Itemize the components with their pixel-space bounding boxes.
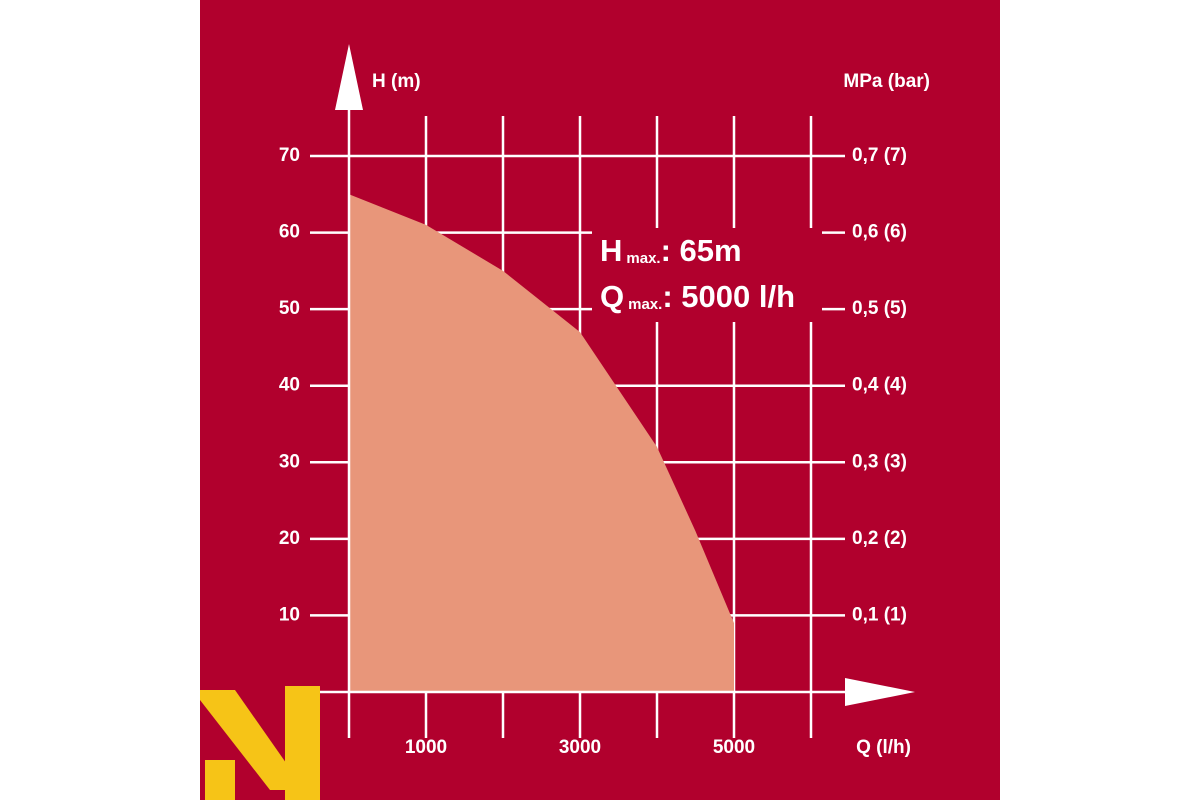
annotation-value: : 5000 l/h	[662, 279, 795, 314]
y2-tick-label: 0,5 (5)	[852, 298, 907, 319]
logo	[200, 686, 320, 800]
y-tick-label: 30	[279, 451, 300, 472]
annotation-sub: max.	[626, 250, 660, 267]
axes	[310, 44, 915, 738]
x-axis-label: Q (l/h)	[856, 737, 911, 758]
y2-tick-label: 0,3 (3)	[852, 451, 907, 472]
annotation-background	[592, 228, 822, 322]
y2-tick-label: 0,1 (1)	[852, 604, 907, 625]
y-tick-label: 50	[279, 298, 300, 319]
x-arrow	[845, 678, 915, 706]
y-tick-label: 60	[279, 222, 300, 243]
annotation-sub: max.	[628, 296, 662, 313]
y2-axis-label: MPa (bar)	[843, 71, 930, 92]
annotation-value: : 65m	[661, 233, 742, 268]
x-tick-label: 5000	[713, 737, 755, 758]
y-tick-label: 70	[279, 145, 300, 166]
area	[349, 194, 734, 693]
y-arrow	[335, 44, 363, 110]
y-tick-label: 20	[279, 528, 300, 549]
x-tick-label: 1000	[405, 737, 447, 758]
y2-tick-label: 0,6 (6)	[852, 222, 907, 243]
y2-tick-label: 0,2 (2)	[852, 528, 907, 549]
plot	[349, 194, 734, 693]
y-tick-label: 10	[279, 604, 300, 625]
annotation-main: Q	[600, 279, 624, 314]
y2-tick-label: 0,4 (4)	[852, 375, 907, 396]
x-tick-label: 3000	[559, 737, 601, 758]
y-tick-label: 40	[279, 375, 300, 396]
y-axis-label: H (m)	[372, 71, 421, 92]
annotation-main: H	[600, 233, 622, 268]
y2-tick-label: 0,7 (7)	[852, 145, 907, 166]
